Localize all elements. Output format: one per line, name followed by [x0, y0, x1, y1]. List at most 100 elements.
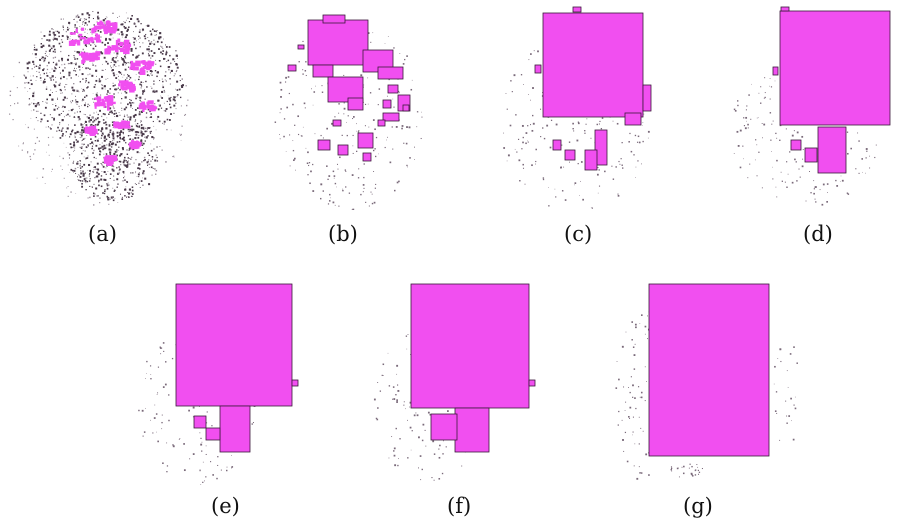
speck — [798, 168, 799, 169]
speck — [113, 140, 114, 141]
speck — [83, 145, 84, 146]
speck — [365, 104, 366, 105]
speck — [110, 88, 112, 90]
speck — [813, 193, 815, 195]
speck — [154, 160, 156, 162]
speck — [360, 194, 361, 195]
speck — [73, 151, 74, 152]
speck — [285, 77, 287, 79]
speck — [49, 54, 50, 55]
speck — [802, 159, 803, 160]
speck — [47, 87, 48, 88]
magenta-blob — [142, 70, 145, 72]
speck — [25, 77, 27, 79]
region-box — [378, 67, 403, 79]
speck — [135, 98, 137, 100]
speck — [629, 407, 631, 409]
speck — [74, 124, 76, 126]
speck — [352, 118, 353, 119]
speck — [160, 96, 161, 97]
speck — [82, 180, 83, 181]
speck — [114, 96, 115, 97]
speck — [544, 138, 545, 139]
speck — [62, 133, 64, 135]
speck — [144, 170, 145, 171]
speck — [127, 192, 128, 193]
speck — [46, 102, 47, 103]
magenta-blob — [81, 28, 84, 31]
speck — [835, 180, 836, 181]
speck — [126, 197, 127, 198]
speck — [84, 51, 85, 52]
speck — [857, 132, 858, 133]
speck — [279, 134, 280, 135]
speck — [59, 43, 61, 45]
panel-d — [733, 5, 903, 210]
speck — [126, 63, 127, 64]
speck — [46, 99, 48, 101]
large-region-box — [543, 13, 643, 117]
speck — [36, 80, 37, 81]
speck — [85, 19, 86, 20]
speck — [179, 438, 180, 439]
speck — [110, 146, 111, 147]
speck — [106, 17, 107, 18]
speck — [63, 76, 65, 78]
speck — [115, 151, 117, 153]
speck — [124, 157, 126, 159]
speck — [12, 119, 13, 120]
speck — [62, 169, 63, 170]
speck — [161, 428, 162, 429]
speck — [734, 109, 736, 111]
speck — [168, 96, 169, 97]
speck — [80, 165, 81, 166]
speck — [634, 368, 635, 369]
speck — [93, 195, 95, 197]
speck — [151, 86, 152, 87]
speck — [100, 80, 101, 81]
speck — [37, 104, 38, 105]
speck — [117, 29, 119, 31]
speck — [154, 30, 156, 32]
speck — [99, 154, 101, 156]
speck — [62, 35, 64, 37]
speck — [81, 153, 83, 155]
speck — [148, 55, 150, 57]
magenta-blob — [79, 53, 82, 55]
speck — [10, 105, 11, 106]
speck — [96, 112, 97, 113]
speck — [683, 466, 685, 468]
speck — [629, 133, 630, 134]
speck — [523, 137, 524, 138]
speck — [334, 175, 336, 177]
speck — [92, 63, 93, 64]
speck — [166, 81, 167, 82]
speck — [84, 90, 85, 91]
speck — [406, 349, 407, 350]
speck — [176, 64, 177, 65]
speck — [526, 132, 528, 134]
speck — [101, 164, 102, 165]
speck — [142, 42, 143, 43]
speck — [139, 29, 140, 30]
speck — [210, 461, 211, 462]
speck — [82, 100, 83, 101]
region-box — [298, 45, 304, 49]
speck — [177, 67, 179, 69]
magenta-blob — [94, 26, 97, 32]
speck — [166, 108, 168, 110]
speck — [47, 56, 48, 57]
speck — [47, 120, 49, 122]
speck — [765, 92, 766, 93]
speck — [72, 100, 73, 101]
speck — [179, 439, 180, 440]
speck — [88, 104, 89, 105]
speck — [339, 157, 340, 158]
speck — [183, 443, 185, 445]
speck — [181, 105, 182, 106]
speck — [39, 59, 41, 61]
speck — [410, 427, 412, 429]
speck — [418, 467, 419, 468]
speck — [52, 104, 53, 105]
speck — [876, 145, 877, 146]
